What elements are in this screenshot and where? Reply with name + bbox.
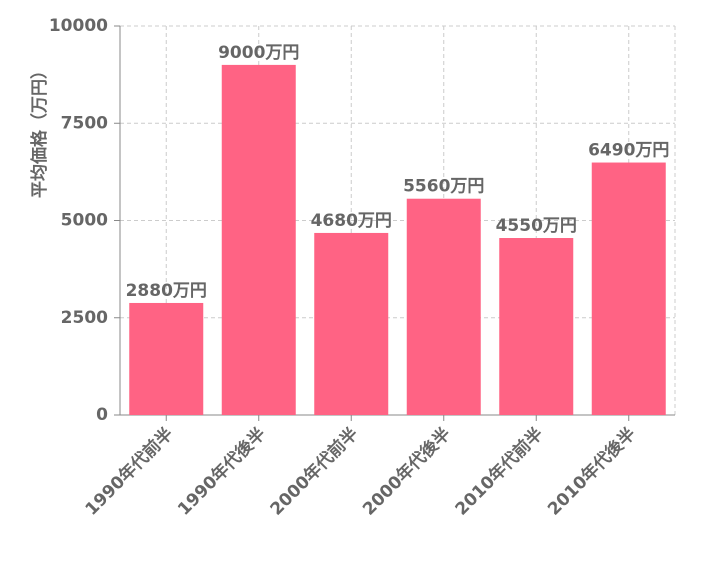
x-tick-label: 2000年代後半 bbox=[358, 423, 454, 519]
y-tick-label: 10000 bbox=[49, 16, 108, 36]
x-tick-label: 2010年代後半 bbox=[543, 423, 639, 519]
y-tick-label: 7500 bbox=[61, 113, 108, 133]
x-tick-label: 1990年代前半 bbox=[81, 423, 177, 519]
x-tick-label: 1990年代後半 bbox=[173, 423, 269, 519]
bar bbox=[221, 64, 296, 416]
value-label: 2880万円 bbox=[126, 281, 207, 301]
bar bbox=[591, 162, 666, 415]
x-tick-label: 2010年代前半 bbox=[451, 423, 547, 519]
value-label: 4680万円 bbox=[311, 211, 392, 231]
y-axis-label: 平均価格（万円） bbox=[29, 62, 50, 198]
value-label: 9000万円 bbox=[218, 43, 299, 63]
bar bbox=[314, 232, 389, 415]
x-tick-label: 2000年代前半 bbox=[266, 423, 362, 519]
value-label: 6490万円 bbox=[588, 141, 669, 161]
bar bbox=[129, 302, 204, 415]
y-tick-label: 0 bbox=[96, 405, 108, 425]
value-label: 5560万円 bbox=[403, 177, 484, 197]
y-tick-label: 2500 bbox=[61, 308, 108, 328]
bar bbox=[499, 238, 574, 415]
y-tick-label: 5000 bbox=[61, 211, 108, 231]
bar bbox=[406, 198, 481, 415]
value-label: 4550万円 bbox=[496, 216, 577, 236]
